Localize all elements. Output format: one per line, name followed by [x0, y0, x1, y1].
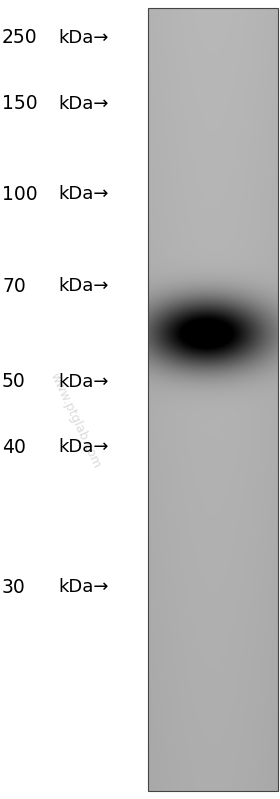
Text: kDa→: kDa→: [58, 277, 109, 295]
Text: kDa→: kDa→: [58, 29, 109, 46]
Text: kDa→: kDa→: [58, 95, 109, 113]
Text: 40: 40: [2, 438, 26, 457]
Bar: [148, 8, 278, 791]
Text: www.ptglab.com: www.ptglab.com: [47, 370, 103, 470]
Text: 30: 30: [2, 578, 26, 597]
Text: 50: 50: [2, 372, 26, 392]
Text: kDa→: kDa→: [58, 373, 109, 391]
Text: kDa→: kDa→: [58, 578, 109, 596]
Text: kDa→: kDa→: [58, 439, 109, 456]
Text: 70: 70: [2, 276, 26, 296]
Text: 250: 250: [2, 28, 38, 47]
Text: kDa→: kDa→: [58, 185, 109, 203]
Text: 150: 150: [2, 94, 38, 113]
Text: 100: 100: [2, 185, 38, 204]
